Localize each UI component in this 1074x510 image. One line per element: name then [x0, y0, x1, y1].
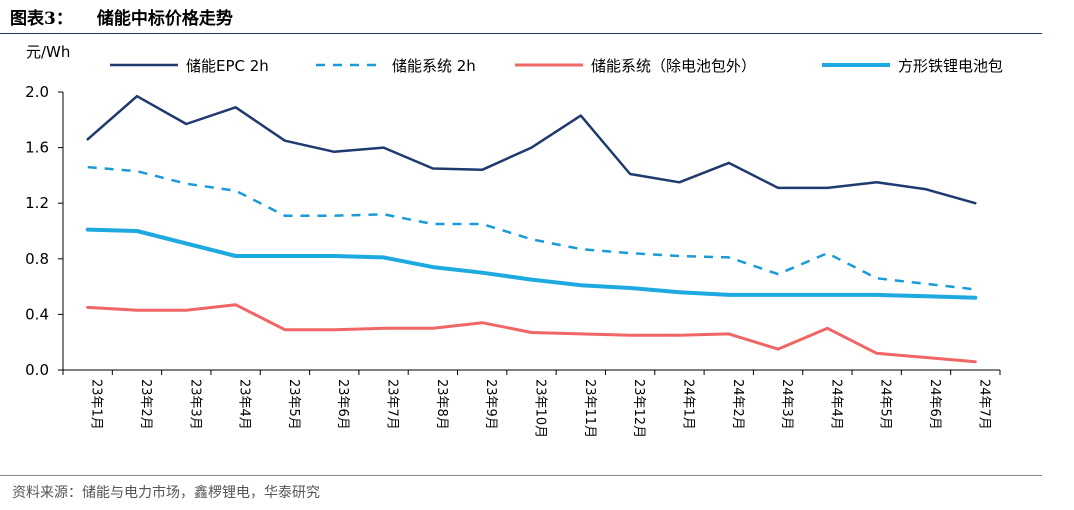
y-tick-label: 1.2: [25, 194, 49, 212]
y-axis: 0.0 0.4 0.8 1.2 1.6 2.0: [25, 83, 64, 379]
figure-title: 图表3： 储能中标价格走势: [10, 4, 233, 29]
x-tick-label: 23年8月: [434, 379, 449, 430]
x-tick-label: 23年7月: [385, 379, 400, 430]
x-tick-label: 24年2月: [730, 379, 745, 430]
y-tick-label: 1.6: [25, 139, 49, 157]
bottom-divider: [0, 475, 1042, 476]
x-tick-label: 24年7月: [976, 379, 991, 430]
x-tick-label: 23年4月: [237, 379, 252, 430]
legend-label-3: 储能系统（除电池包外）: [591, 57, 756, 75]
x-tick-label: 24年4月: [828, 379, 843, 430]
x-axis: 23年1月 23年2月 23年3月 23年4月 23年5月 23年6月 23年7月 23年8月…: [62, 369, 1001, 438]
x-tick-label: 24年6月: [927, 379, 942, 430]
series-line-1: [86, 94, 977, 205]
y-tick-label: 2.0: [25, 83, 49, 101]
top-divider: [0, 33, 1042, 34]
x-tick-label: 23年6月: [335, 379, 350, 430]
x-tick-label: 24年5月: [878, 379, 893, 430]
legend-label-2: 储能系统 2h: [392, 57, 476, 75]
y-tick-label: 0.8: [25, 250, 49, 268]
legend: 储能EPC 2h 储能系统 2h 储能系统（除电池包外） 方形铁锂电池包: [110, 57, 1003, 75]
x-tick-label: 23年11月: [582, 379, 597, 438]
source-note: 资料来源：储能与电力市场，鑫椤锂电，华泰研究: [12, 485, 320, 501]
x-tick-label: 23年1月: [89, 379, 104, 430]
x-tick-label: 23年3月: [187, 379, 202, 430]
y-axis-label: 元/Wh: [26, 43, 70, 61]
x-tick-label: 23年10月: [533, 379, 548, 438]
figure-title-text: 储能中标价格走势: [96, 9, 233, 29]
legend-label-1: 储能EPC 2h: [186, 57, 269, 75]
legend-label-4: 方形铁锂电池包: [898, 57, 1003, 75]
figure-number: 图表3：: [10, 9, 73, 29]
x-tick-label: 23年9月: [483, 379, 498, 430]
x-tick-label: 24年1月: [680, 379, 695, 430]
series-line-3: [86, 303, 977, 364]
x-tick-label: 23年5月: [286, 379, 301, 430]
series-line-4: [85, 227, 978, 300]
x-tick-label: 24年3月: [779, 379, 794, 430]
series-lines: [85, 94, 978, 364]
x-tick-label: 23年12月: [631, 379, 646, 438]
x-tick-label: 23年2月: [138, 379, 153, 430]
y-tick-label: 0.0: [25, 361, 49, 379]
y-tick-label: 0.4: [25, 305, 49, 323]
